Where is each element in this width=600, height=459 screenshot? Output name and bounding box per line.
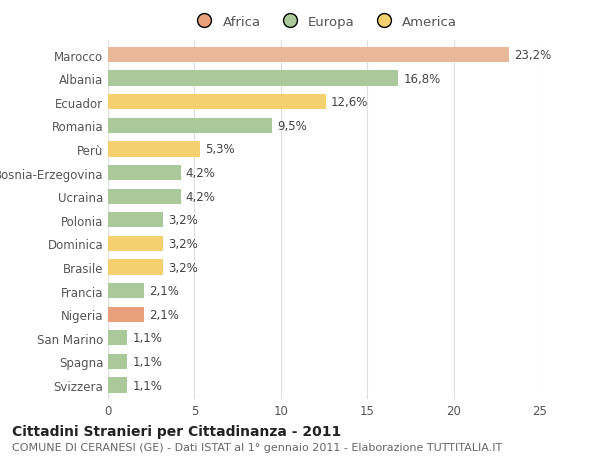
Text: 3,2%: 3,2% (169, 237, 198, 250)
Text: 3,2%: 3,2% (169, 261, 198, 274)
Text: 23,2%: 23,2% (514, 49, 551, 62)
Text: 5,3%: 5,3% (205, 143, 235, 156)
Text: Cittadini Stranieri per Cittadinanza - 2011: Cittadini Stranieri per Cittadinanza - 2… (12, 425, 341, 438)
Legend: Africa, Europa, America: Africa, Europa, America (188, 13, 460, 31)
Text: 1,1%: 1,1% (132, 331, 162, 345)
Text: 3,2%: 3,2% (169, 214, 198, 227)
Text: 4,2%: 4,2% (186, 167, 215, 179)
Bar (108, 213, 163, 228)
Text: 12,6%: 12,6% (331, 96, 368, 109)
Bar (108, 354, 127, 369)
Bar (108, 283, 144, 299)
Bar (108, 118, 272, 134)
Bar (108, 236, 163, 252)
Bar (108, 260, 163, 275)
Bar (108, 330, 127, 346)
Text: 1,1%: 1,1% (132, 379, 162, 392)
Text: 2,1%: 2,1% (149, 308, 179, 321)
Bar (108, 166, 181, 181)
Bar (108, 307, 144, 322)
Bar (108, 142, 200, 157)
Bar (108, 378, 127, 393)
Text: 2,1%: 2,1% (149, 285, 179, 297)
Bar (108, 95, 326, 110)
Text: 4,2%: 4,2% (186, 190, 215, 203)
Bar (108, 48, 509, 63)
Bar (108, 189, 181, 204)
Bar (108, 71, 398, 87)
Text: 16,8%: 16,8% (403, 73, 441, 85)
Text: 1,1%: 1,1% (132, 355, 162, 368)
Text: 9,5%: 9,5% (277, 120, 307, 133)
Text: COMUNE DI CERANESI (GE) - Dati ISTAT al 1° gennaio 2011 - Elaborazione TUTTITALI: COMUNE DI CERANESI (GE) - Dati ISTAT al … (12, 442, 502, 452)
